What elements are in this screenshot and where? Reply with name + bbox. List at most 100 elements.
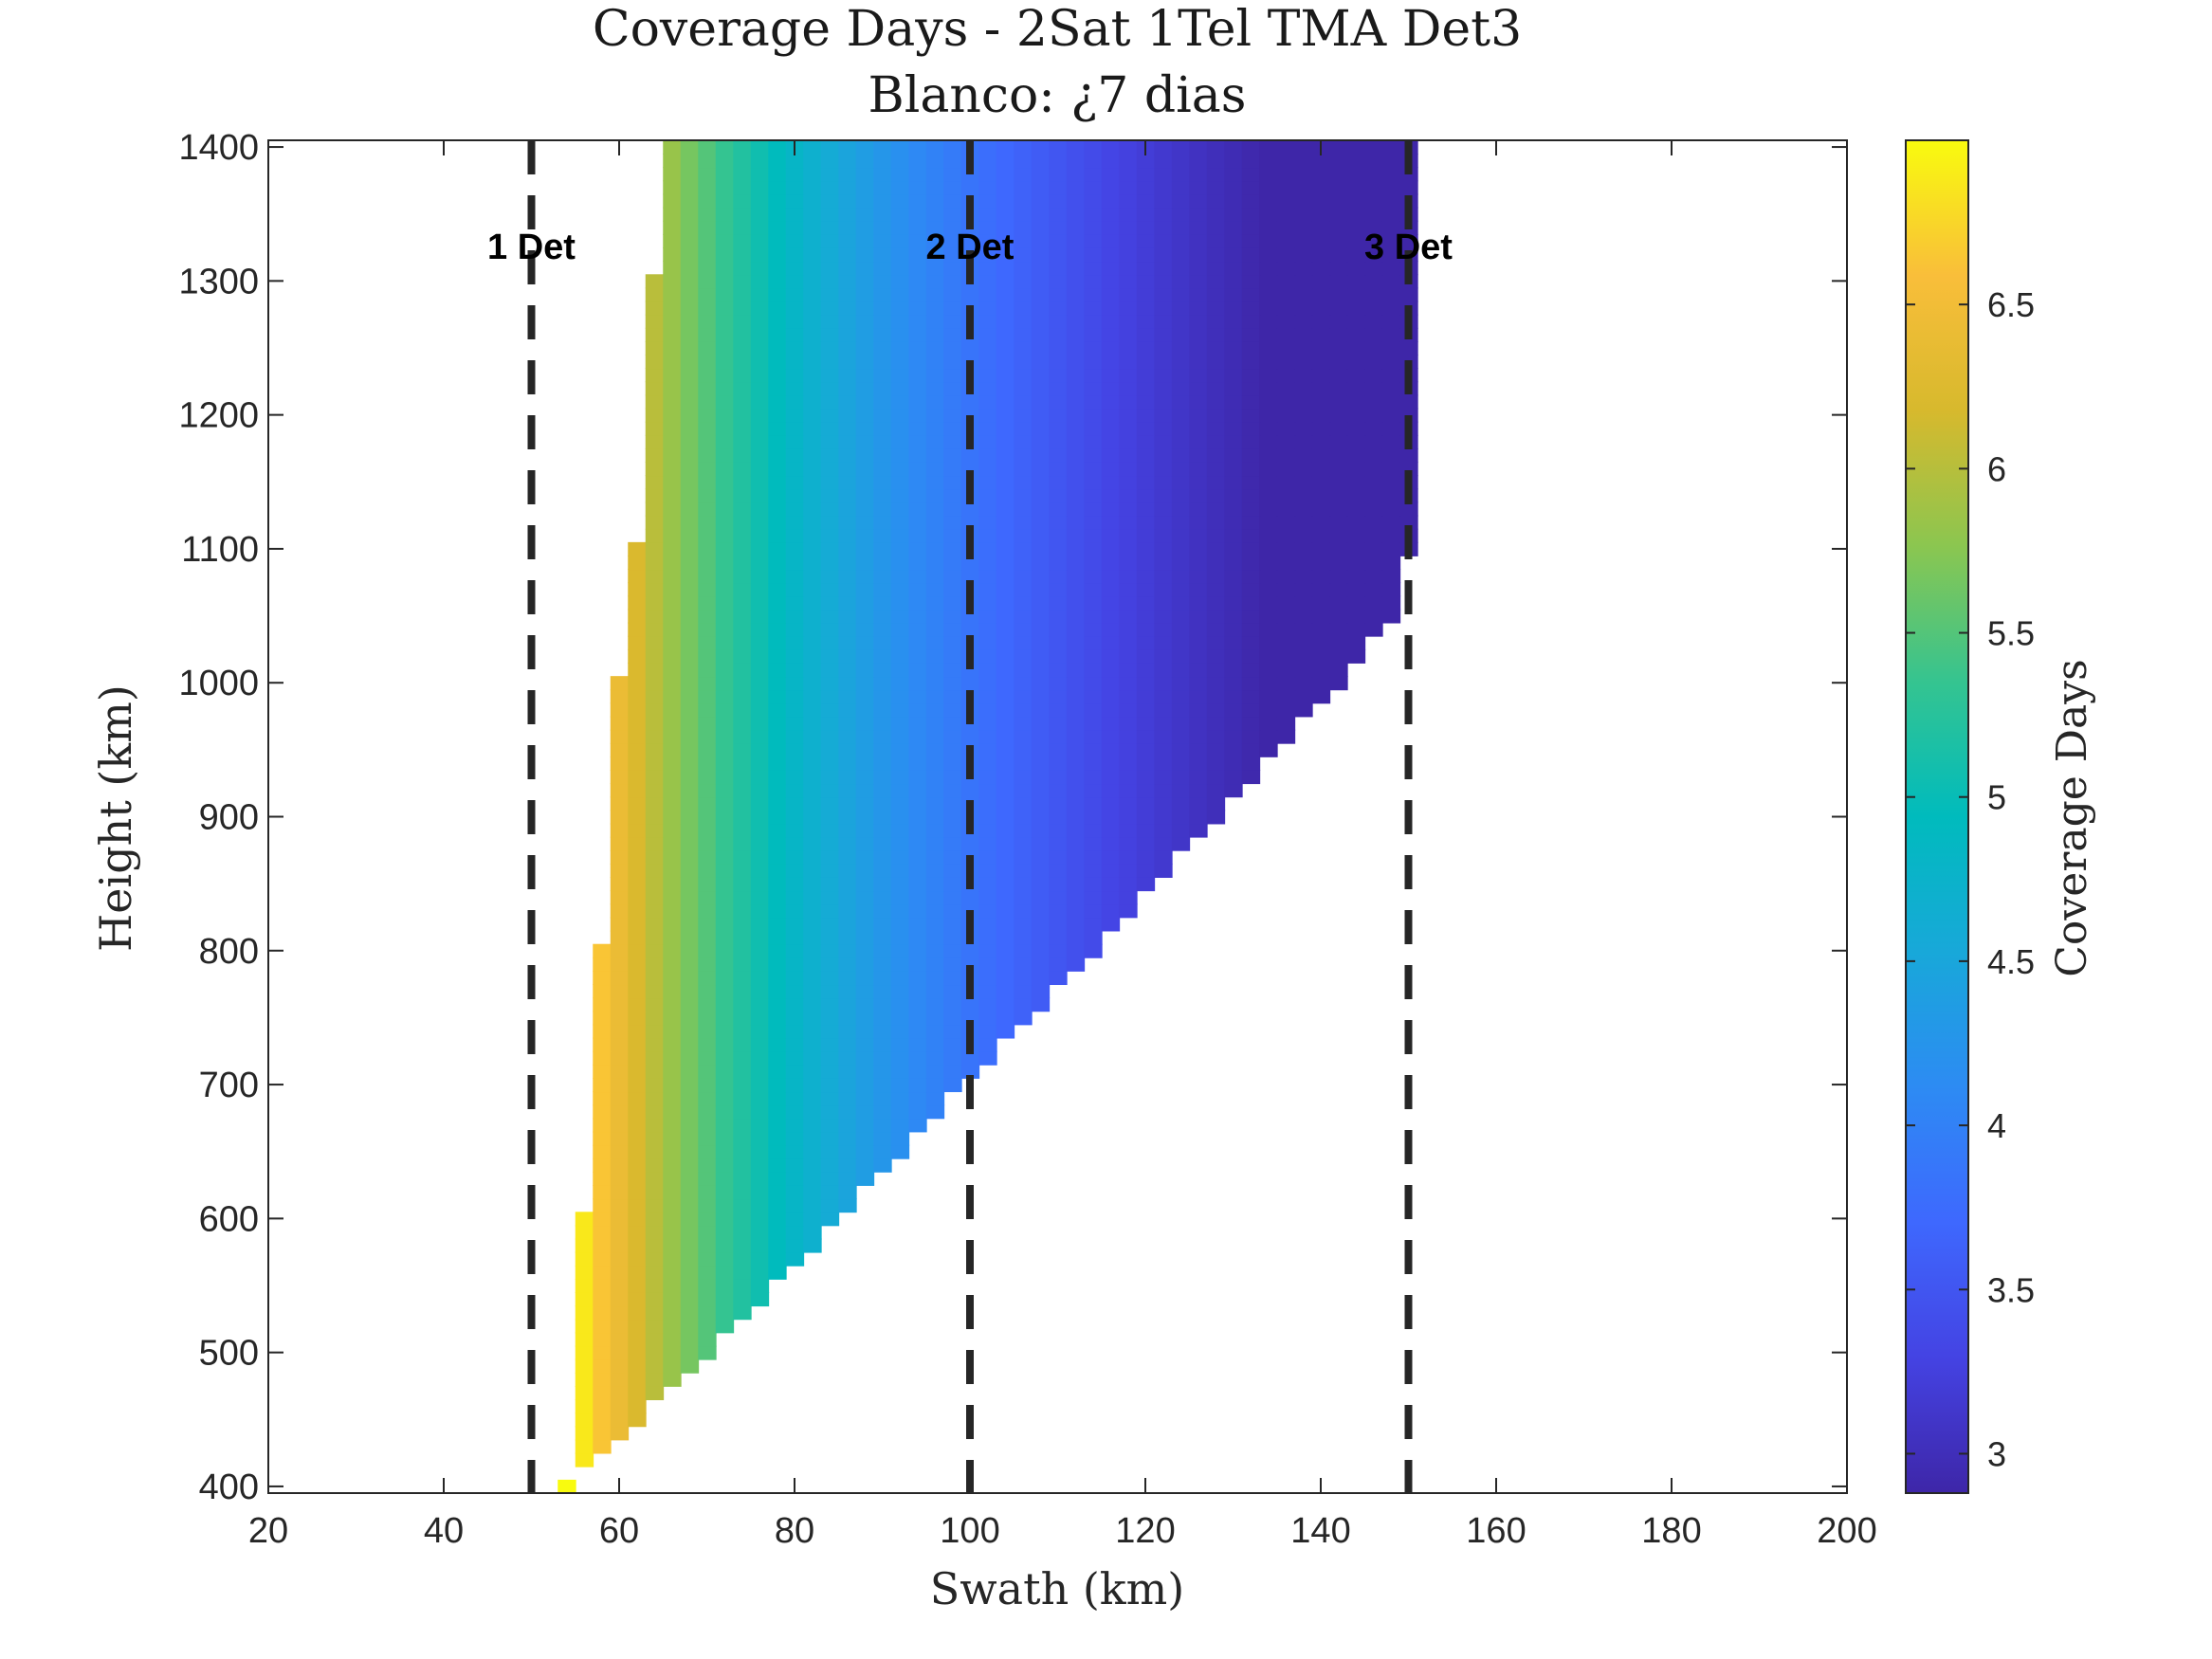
heatmap-cell (645, 1332, 665, 1347)
heatmap-cell (855, 1104, 875, 1120)
heatmap-cell (943, 823, 962, 838)
heatmap-cell (750, 314, 770, 329)
heatmap-cell (1224, 609, 1243, 624)
heatmap-cell (890, 783, 910, 798)
heatmap-cell (978, 595, 997, 611)
heatmap-cell (1014, 595, 1033, 611)
heatmap-cell (628, 609, 647, 624)
heatmap-cell (1346, 167, 1366, 182)
heatmap-cell (768, 1118, 787, 1133)
heatmap-cell (820, 810, 840, 825)
heatmap-cell (1189, 394, 1208, 410)
heatmap-cell (1399, 180, 1418, 195)
heatmap-cell (1101, 287, 1121, 302)
heatmap-cell (925, 287, 945, 302)
heatmap-cell (908, 355, 927, 370)
heatmap-cell (838, 274, 857, 289)
heatmap-cell (1276, 340, 1296, 356)
heatmap-cell (768, 447, 787, 463)
heatmap-cell (978, 836, 997, 851)
heatmap-cell (1171, 154, 1191, 169)
heatmap-cell (1154, 421, 1173, 436)
heatmap-cell (1031, 836, 1051, 851)
heatmap-cell (1049, 180, 1068, 195)
heatmap-cell (1294, 555, 1313, 571)
heatmap-cell (680, 756, 700, 771)
heatmap-cell (1119, 582, 1138, 597)
heatmap-cell (1154, 555, 1173, 571)
heatmap-cell (1136, 501, 1156, 517)
heatmap-cell (768, 434, 787, 449)
heatmap-cell (996, 541, 1015, 556)
heatmap-cell (978, 810, 997, 825)
heatmap-cell (803, 207, 822, 222)
heatmap-cell (1014, 528, 1033, 543)
heatmap-cell (698, 1225, 717, 1240)
heatmap-cell (803, 408, 822, 423)
heatmap-cell (838, 582, 857, 597)
heatmap-cell (1381, 501, 1401, 517)
heatmap-cell (1101, 716, 1121, 731)
heatmap-cell (785, 501, 805, 517)
heatmap-cell (908, 528, 927, 543)
heatmap-cell (908, 984, 927, 999)
heatmap-cell (785, 796, 805, 811)
heatmap-cell (645, 943, 665, 958)
heatmap-cell (645, 810, 665, 825)
heatmap-cell (873, 970, 892, 986)
heatmap-cell (873, 943, 892, 958)
heatmap-cell (733, 247, 752, 263)
heatmap-cell (610, 810, 630, 825)
heatmap-cell (715, 475, 735, 490)
heatmap-cell (733, 702, 752, 718)
heatmap-cell (1084, 689, 1103, 704)
heatmap-cell (908, 287, 927, 302)
heatmap-cell (1311, 582, 1331, 597)
heatmap-cell (715, 1037, 735, 1052)
heatmap-cell (785, 1091, 805, 1106)
heatmap-cell (1294, 475, 1313, 490)
heatmap-cell (698, 274, 717, 289)
heatmap-cell (628, 1413, 647, 1428)
heatmap-cell (838, 1171, 857, 1186)
heatmap-cell (680, 1144, 700, 1159)
heatmap-cell (1224, 340, 1243, 356)
heatmap-cell (698, 796, 717, 811)
heatmap-cell (593, 957, 612, 972)
heatmap-cell (698, 997, 717, 1012)
heatmap-cell (663, 997, 682, 1012)
heatmap-cell (925, 193, 945, 209)
heatmap-cell (733, 340, 752, 356)
heatmap-cell (1101, 301, 1121, 316)
heatmap-cell (1066, 314, 1086, 329)
heatmap-cell (1014, 823, 1033, 838)
heatmap-cell (873, 314, 892, 329)
heatmap-cell (698, 836, 717, 851)
heatmap-cell (1031, 796, 1051, 811)
heatmap-cell (645, 582, 665, 597)
heatmap-cell (803, 1091, 822, 1106)
heatmap-cell (943, 447, 962, 463)
heatmap-cell (1136, 408, 1156, 423)
heatmap-cell (1276, 368, 1296, 383)
heatmap-cell (908, 836, 927, 851)
heatmap-cell (768, 355, 787, 370)
heatmap-cell (838, 648, 857, 664)
heatmap-cell (733, 663, 752, 678)
heatmap-cell (908, 810, 927, 825)
heatmap-cell (890, 434, 910, 449)
heatmap-cell (715, 1024, 735, 1039)
heatmap-cell (1049, 836, 1068, 851)
heatmap-cell (1066, 247, 1086, 263)
heatmap-cell (978, 890, 997, 905)
heatmap-cell (890, 394, 910, 410)
heatmap-cell (698, 984, 717, 999)
heatmap-cell (855, 314, 875, 329)
heatmap-cell (996, 340, 1015, 356)
heatmap-cell (1101, 903, 1121, 919)
heatmap-cell (925, 1050, 945, 1066)
heatmap-cell (663, 501, 682, 517)
heatmap-cell (645, 1185, 665, 1200)
heatmap-cell (1014, 381, 1033, 396)
heatmap-cell (750, 903, 770, 919)
